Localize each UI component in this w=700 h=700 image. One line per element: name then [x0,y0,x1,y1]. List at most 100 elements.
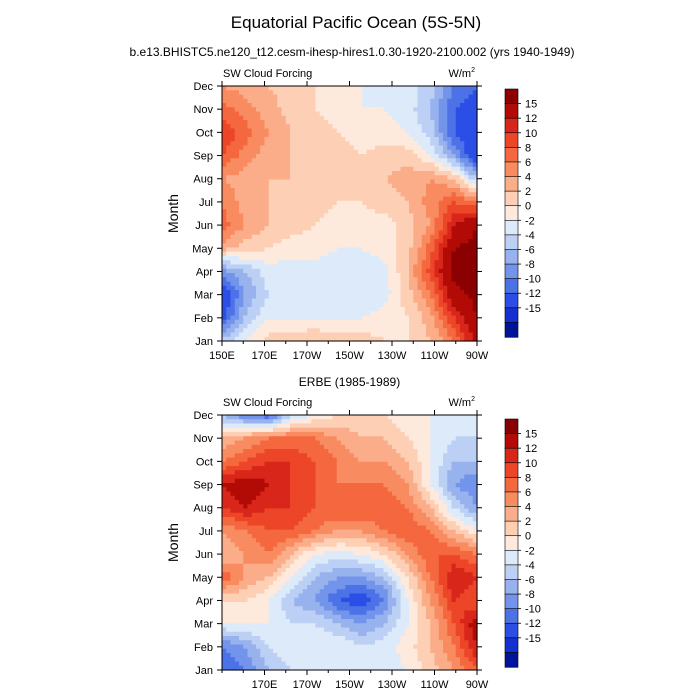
units-label: W/m2 [448,396,475,409]
heatmap-cell [438,166,444,172]
heatmap-cell [409,158,414,164]
heatmap-cell [383,205,389,210]
heatmap-cell [345,128,351,134]
heatmap-cell [332,453,338,459]
heatmap-cell [324,294,329,300]
colorbar-swatch [504,219,519,236]
heatmap-cell [379,137,385,142]
heatmap-cell [234,137,240,142]
heatmap-cell [324,90,329,96]
heatmap-cell [277,423,283,429]
heatmap-cell [421,277,427,283]
heatmap-cell [387,332,393,338]
heatmap-cell [443,307,448,312]
heatmap-cell [336,103,342,108]
heatmap-cell [430,111,436,117]
heatmap-cell [409,302,414,308]
heatmap-cell [383,315,389,321]
heatmap-cell [375,427,380,433]
heatmap-cell [349,470,355,476]
heatmap-cell [464,243,470,249]
heatmap-cell [438,111,444,117]
heatmap-cell [413,90,419,96]
heatmap-cell [311,188,317,193]
heatmap-cell [396,444,402,450]
heatmap-cell [451,290,457,295]
heatmap-cell [353,230,359,236]
heatmap-cell [379,222,385,227]
heatmap-cell [400,222,406,227]
heatmap-cell [379,264,385,270]
heatmap-cell [460,128,465,134]
heatmap-cell [366,260,372,266]
heatmap-cell [421,466,427,471]
heatmap-cell [375,277,380,283]
heatmap-cell [464,328,470,334]
heatmap-cell [413,154,419,159]
heatmap-cell [383,436,389,442]
heatmap-cell [247,298,253,304]
heatmap-cell [455,226,461,232]
heatmap-cell [387,432,393,437]
heatmap-cell [243,415,249,420]
heatmap-cell [379,243,385,249]
heatmap-cell [226,260,232,266]
heatmap-cell [243,487,249,493]
heatmap-cell [430,483,436,488]
heatmap-cell [464,171,470,176]
heatmap-cell [247,179,253,185]
heatmap-cell [387,192,393,198]
heatmap-cell [285,183,291,189]
heatmap-cell [426,432,431,437]
heatmap-cell [464,239,470,244]
heatmap-cell [328,247,334,253]
heatmap-cell [315,103,321,108]
heatmap-cell [260,158,266,164]
heatmap-cell [332,154,338,159]
heatmap-cell [234,107,240,113]
heatmap-cell [404,440,410,446]
heatmap-cell [294,200,300,206]
heatmap-cell [430,196,436,202]
heatmap-cell [358,483,363,488]
heatmap-cell [260,336,266,342]
heatmap-cell [273,175,278,181]
heatmap-cell [336,432,342,437]
heatmap-cell [370,264,376,270]
heatmap-cell [451,222,457,227]
heatmap-cell [277,179,283,185]
heatmap-cell [336,290,342,295]
heatmap-cell [247,432,253,437]
heatmap-cell [243,166,249,172]
heatmap-cell [413,487,419,493]
heatmap-cell [413,256,419,261]
heatmap-cell [370,158,376,164]
heatmap-cell [315,461,321,467]
heatmap-cell [332,281,338,287]
heatmap-cell [464,444,470,450]
heatmap-cell [438,427,444,433]
heatmap-cell [447,311,453,317]
heatmap-cell [396,205,402,210]
heatmap-cell [290,234,295,240]
heatmap-cell [400,205,406,210]
heatmap-cell [370,461,376,467]
heatmap-cell [451,478,457,484]
heatmap-cell [328,137,334,142]
heatmap-cell [319,145,325,151]
y-tick-label: Aug [193,174,213,186]
heatmap-cell [387,483,393,488]
heatmap-cell [307,298,312,304]
heatmap-cell [336,196,342,202]
heatmap-cell [451,166,457,172]
heatmap-cell [239,200,244,206]
heatmap-cell [336,154,342,159]
heatmap-cell [366,294,372,300]
heatmap-cell [251,319,257,325]
heatmap-cell [315,436,321,442]
heatmap-cell [426,268,431,274]
heatmap-cell [460,162,465,168]
heatmap-cell [447,120,453,125]
heatmap-cell [438,154,444,159]
heatmap-cell [222,290,227,295]
